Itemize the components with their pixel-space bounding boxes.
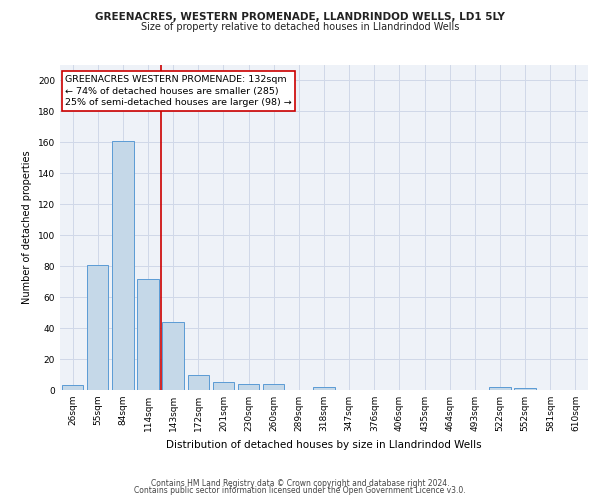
- Text: GREENACRES, WESTERN PROMENADE, LLANDRINDOD WELLS, LD1 5LY: GREENACRES, WESTERN PROMENADE, LLANDRIND…: [95, 12, 505, 22]
- Text: GREENACRES WESTERN PROMENADE: 132sqm
← 74% of detached houses are smaller (285)
: GREENACRES WESTERN PROMENADE: 132sqm ← 7…: [65, 74, 292, 108]
- Bar: [188, 374, 209, 390]
- Bar: [163, 322, 184, 390]
- Bar: [62, 386, 83, 390]
- Bar: [213, 382, 234, 390]
- Bar: [263, 384, 284, 390]
- Y-axis label: Number of detached properties: Number of detached properties: [22, 150, 32, 304]
- Bar: [313, 387, 335, 390]
- Bar: [137, 278, 158, 390]
- Text: Contains HM Land Registry data © Crown copyright and database right 2024.: Contains HM Land Registry data © Crown c…: [151, 478, 449, 488]
- Bar: [490, 387, 511, 390]
- Text: Size of property relative to detached houses in Llandrindod Wells: Size of property relative to detached ho…: [141, 22, 459, 32]
- X-axis label: Distribution of detached houses by size in Llandrindod Wells: Distribution of detached houses by size …: [166, 440, 482, 450]
- Bar: [514, 388, 536, 390]
- Bar: [112, 141, 134, 390]
- Bar: [238, 384, 259, 390]
- Text: Contains public sector information licensed under the Open Government Licence v3: Contains public sector information licen…: [134, 486, 466, 495]
- Bar: [87, 264, 109, 390]
